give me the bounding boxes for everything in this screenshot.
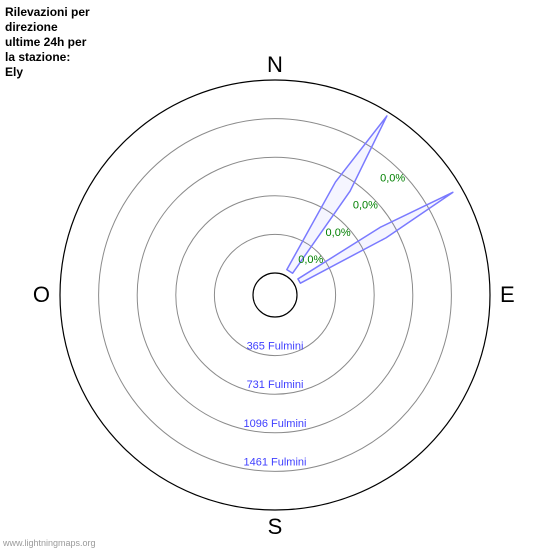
pct-label: 0,0% [380,172,405,184]
rose-petal [287,116,387,273]
pct-label: 0,0% [353,200,378,212]
cardinal-s: S [268,514,283,539]
ring-label: 731 Fulmini [247,379,304,391]
cardinal-n: N [267,52,283,77]
footer-credit: www.lightningmaps.org [3,538,96,548]
center-hub [253,273,297,317]
ring-label: 365 Fulmini [247,341,304,353]
wind-rose-chart: N S E O 365 Fulmini 731 Fulmini 1096 Fulmini 14… [0,0,550,550]
cardinal-w: O [33,282,50,307]
ring-label: 1461 Fulmini [244,456,307,468]
pct-label: 0,0% [326,227,351,239]
cardinal-e: E [500,282,515,307]
pct-label: 0,0% [298,254,323,266]
ring-label: 1096 Fulmini [244,418,307,430]
